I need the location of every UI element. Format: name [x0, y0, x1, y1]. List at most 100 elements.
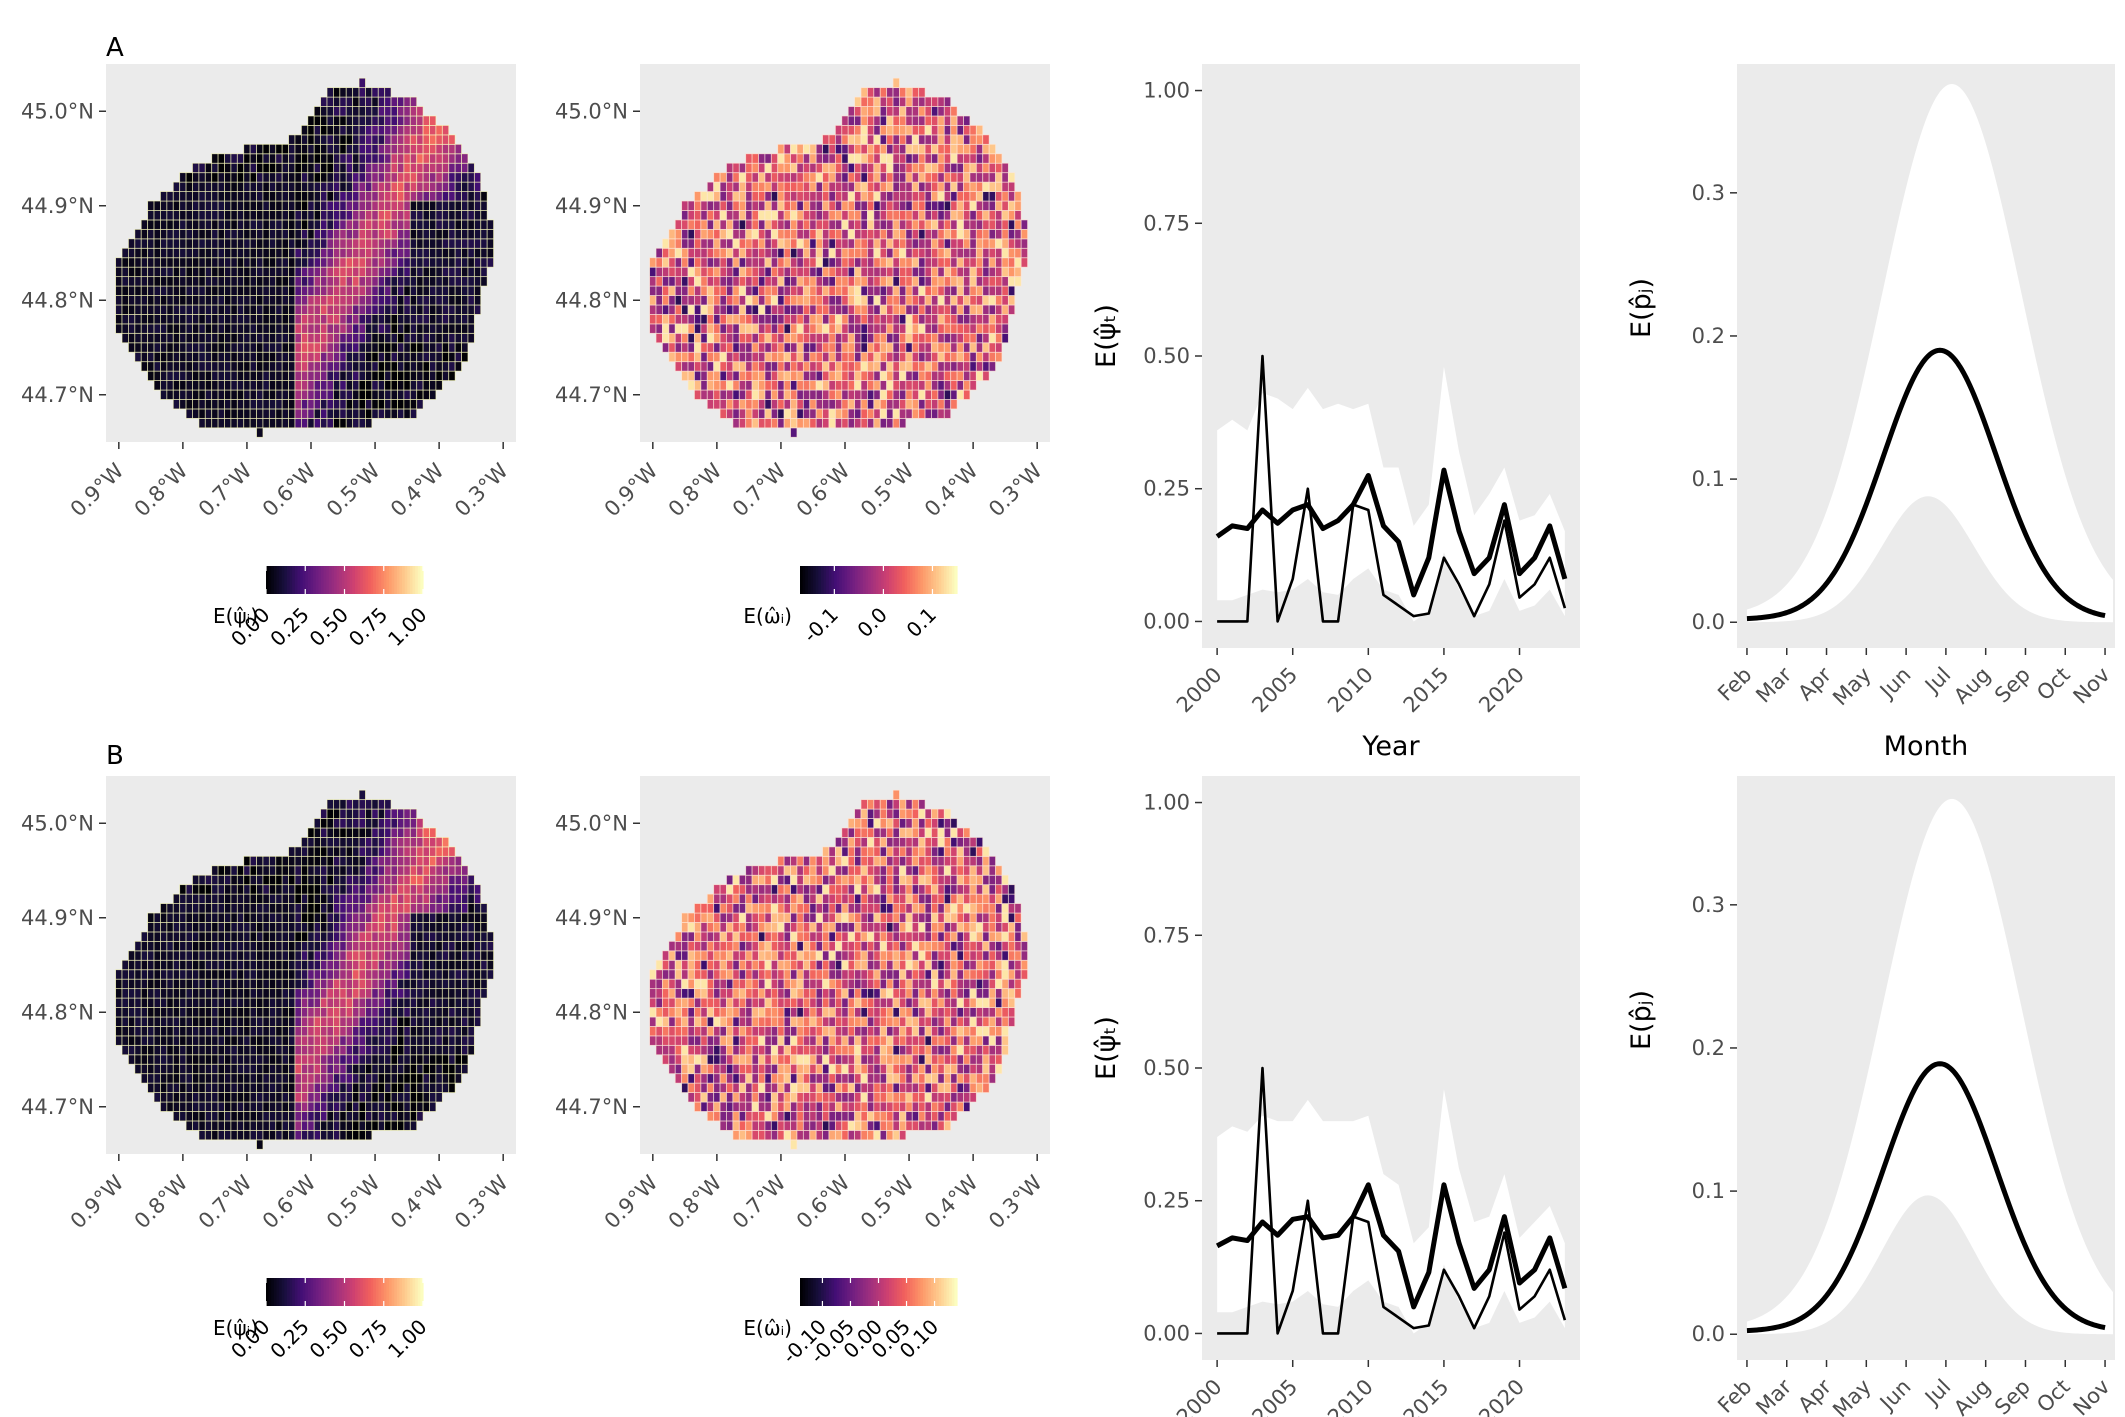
map-cell: [147, 228, 155, 240]
map-cell: [326, 380, 334, 391]
map-cell: [288, 950, 296, 961]
map-cell: [249, 1073, 257, 1084]
map-cell: [313, 922, 322, 933]
map-cell: [911, 191, 920, 202]
map-cell: [339, 342, 347, 353]
map-cell: [982, 285, 990, 296]
map-cell: [969, 257, 977, 268]
map-cell: [307, 1026, 315, 1037]
map-cell: [236, 228, 245, 240]
map-cell: [390, 808, 398, 819]
map-cell: [262, 874, 270, 886]
legend-swatch: [402, 566, 406, 594]
map-cell: [147, 1044, 155, 1056]
map-cell: [738, 351, 747, 363]
map-cell: [384, 134, 392, 145]
map-cell: [390, 143, 398, 155]
map-cell: [281, 162, 289, 174]
map-cell: [307, 323, 315, 334]
map-cell: [352, 884, 360, 895]
map-cell: [847, 408, 856, 419]
map-cell: [809, 219, 817, 230]
map-cell: [467, 266, 475, 278]
map-cell: [166, 351, 174, 363]
map-cell: [815, 219, 823, 230]
map-cell: [128, 266, 136, 278]
map-cell: [224, 997, 232, 1008]
map-cell: [796, 143, 804, 155]
map-cell: [899, 106, 907, 117]
map-cell: [160, 997, 168, 1008]
map-cell: [185, 228, 193, 240]
map-cell: [1020, 257, 1028, 268]
map-cell: [860, 257, 868, 268]
map-cell: [860, 380, 868, 391]
map-cell: [988, 247, 996, 259]
map-cell: [294, 323, 302, 334]
map-cell: [828, 257, 836, 268]
map-cell: [719, 389, 727, 400]
map-cell: [172, 257, 181, 268]
map-cell: [268, 940, 277, 952]
map-cell: [365, 247, 373, 259]
map-cell: [931, 210, 939, 221]
map-cell: [822, 181, 830, 192]
map-cell: [416, 1035, 424, 1046]
map-cell: [249, 191, 257, 202]
map-cell: [275, 257, 283, 268]
map-cell: [937, 96, 945, 107]
map-cell: [288, 408, 296, 419]
map-cell: [345, 153, 354, 164]
map-cell: [217, 1082, 225, 1093]
map-cell: [294, 903, 302, 914]
map-cell: [134, 257, 142, 268]
map-cell: [982, 323, 990, 334]
map-cell: [397, 200, 405, 211]
map-cell: [764, 332, 772, 344]
map-cell: [1014, 219, 1022, 230]
map-cell: [377, 912, 386, 923]
map-cell: [700, 285, 708, 296]
map-cell: [847, 181, 856, 192]
map-cell: [809, 191, 817, 202]
map-cell: [268, 257, 277, 268]
map-cell: [403, 922, 411, 933]
map-cell: [931, 285, 939, 296]
map-cell: [713, 389, 721, 400]
map-cell: [764, 266, 772, 278]
map-cell: [473, 276, 482, 287]
map-cell: [166, 361, 174, 372]
map-cell: [211, 1073, 219, 1084]
map-cell: [834, 172, 843, 183]
map-cell: [339, 808, 347, 819]
map-cell: [365, 295, 373, 306]
map-cell: [288, 959, 296, 971]
map-cell: [313, 162, 322, 174]
map-cell: [828, 370, 836, 381]
map-cell: [745, 332, 753, 344]
map-cell: [854, 153, 862, 164]
map-cell: [461, 266, 469, 278]
map-cell: [371, 389, 379, 400]
map-cell: [268, 238, 277, 249]
map-cell: [326, 266, 334, 278]
map-cell: [713, 247, 721, 259]
map-cell: [339, 181, 347, 192]
map-cell: [243, 276, 251, 287]
map-cell: [198, 162, 206, 174]
map-cell: [847, 295, 856, 306]
map-cell: [403, 143, 411, 155]
map-cell: [454, 257, 462, 268]
map-cell: [313, 285, 322, 296]
map-cell: [956, 323, 964, 334]
map-cell: [192, 370, 200, 381]
map-cell: [339, 153, 347, 164]
map-cell: [467, 162, 475, 174]
map-cell: [140, 959, 149, 971]
map-cell: [345, 106, 354, 117]
map-cell: [397, 1092, 405, 1103]
map-cell: [879, 96, 888, 107]
legend-swatch: [802, 566, 806, 594]
legend-swatch: [336, 566, 340, 594]
x-axis-label: Year: [1361, 731, 1420, 762]
